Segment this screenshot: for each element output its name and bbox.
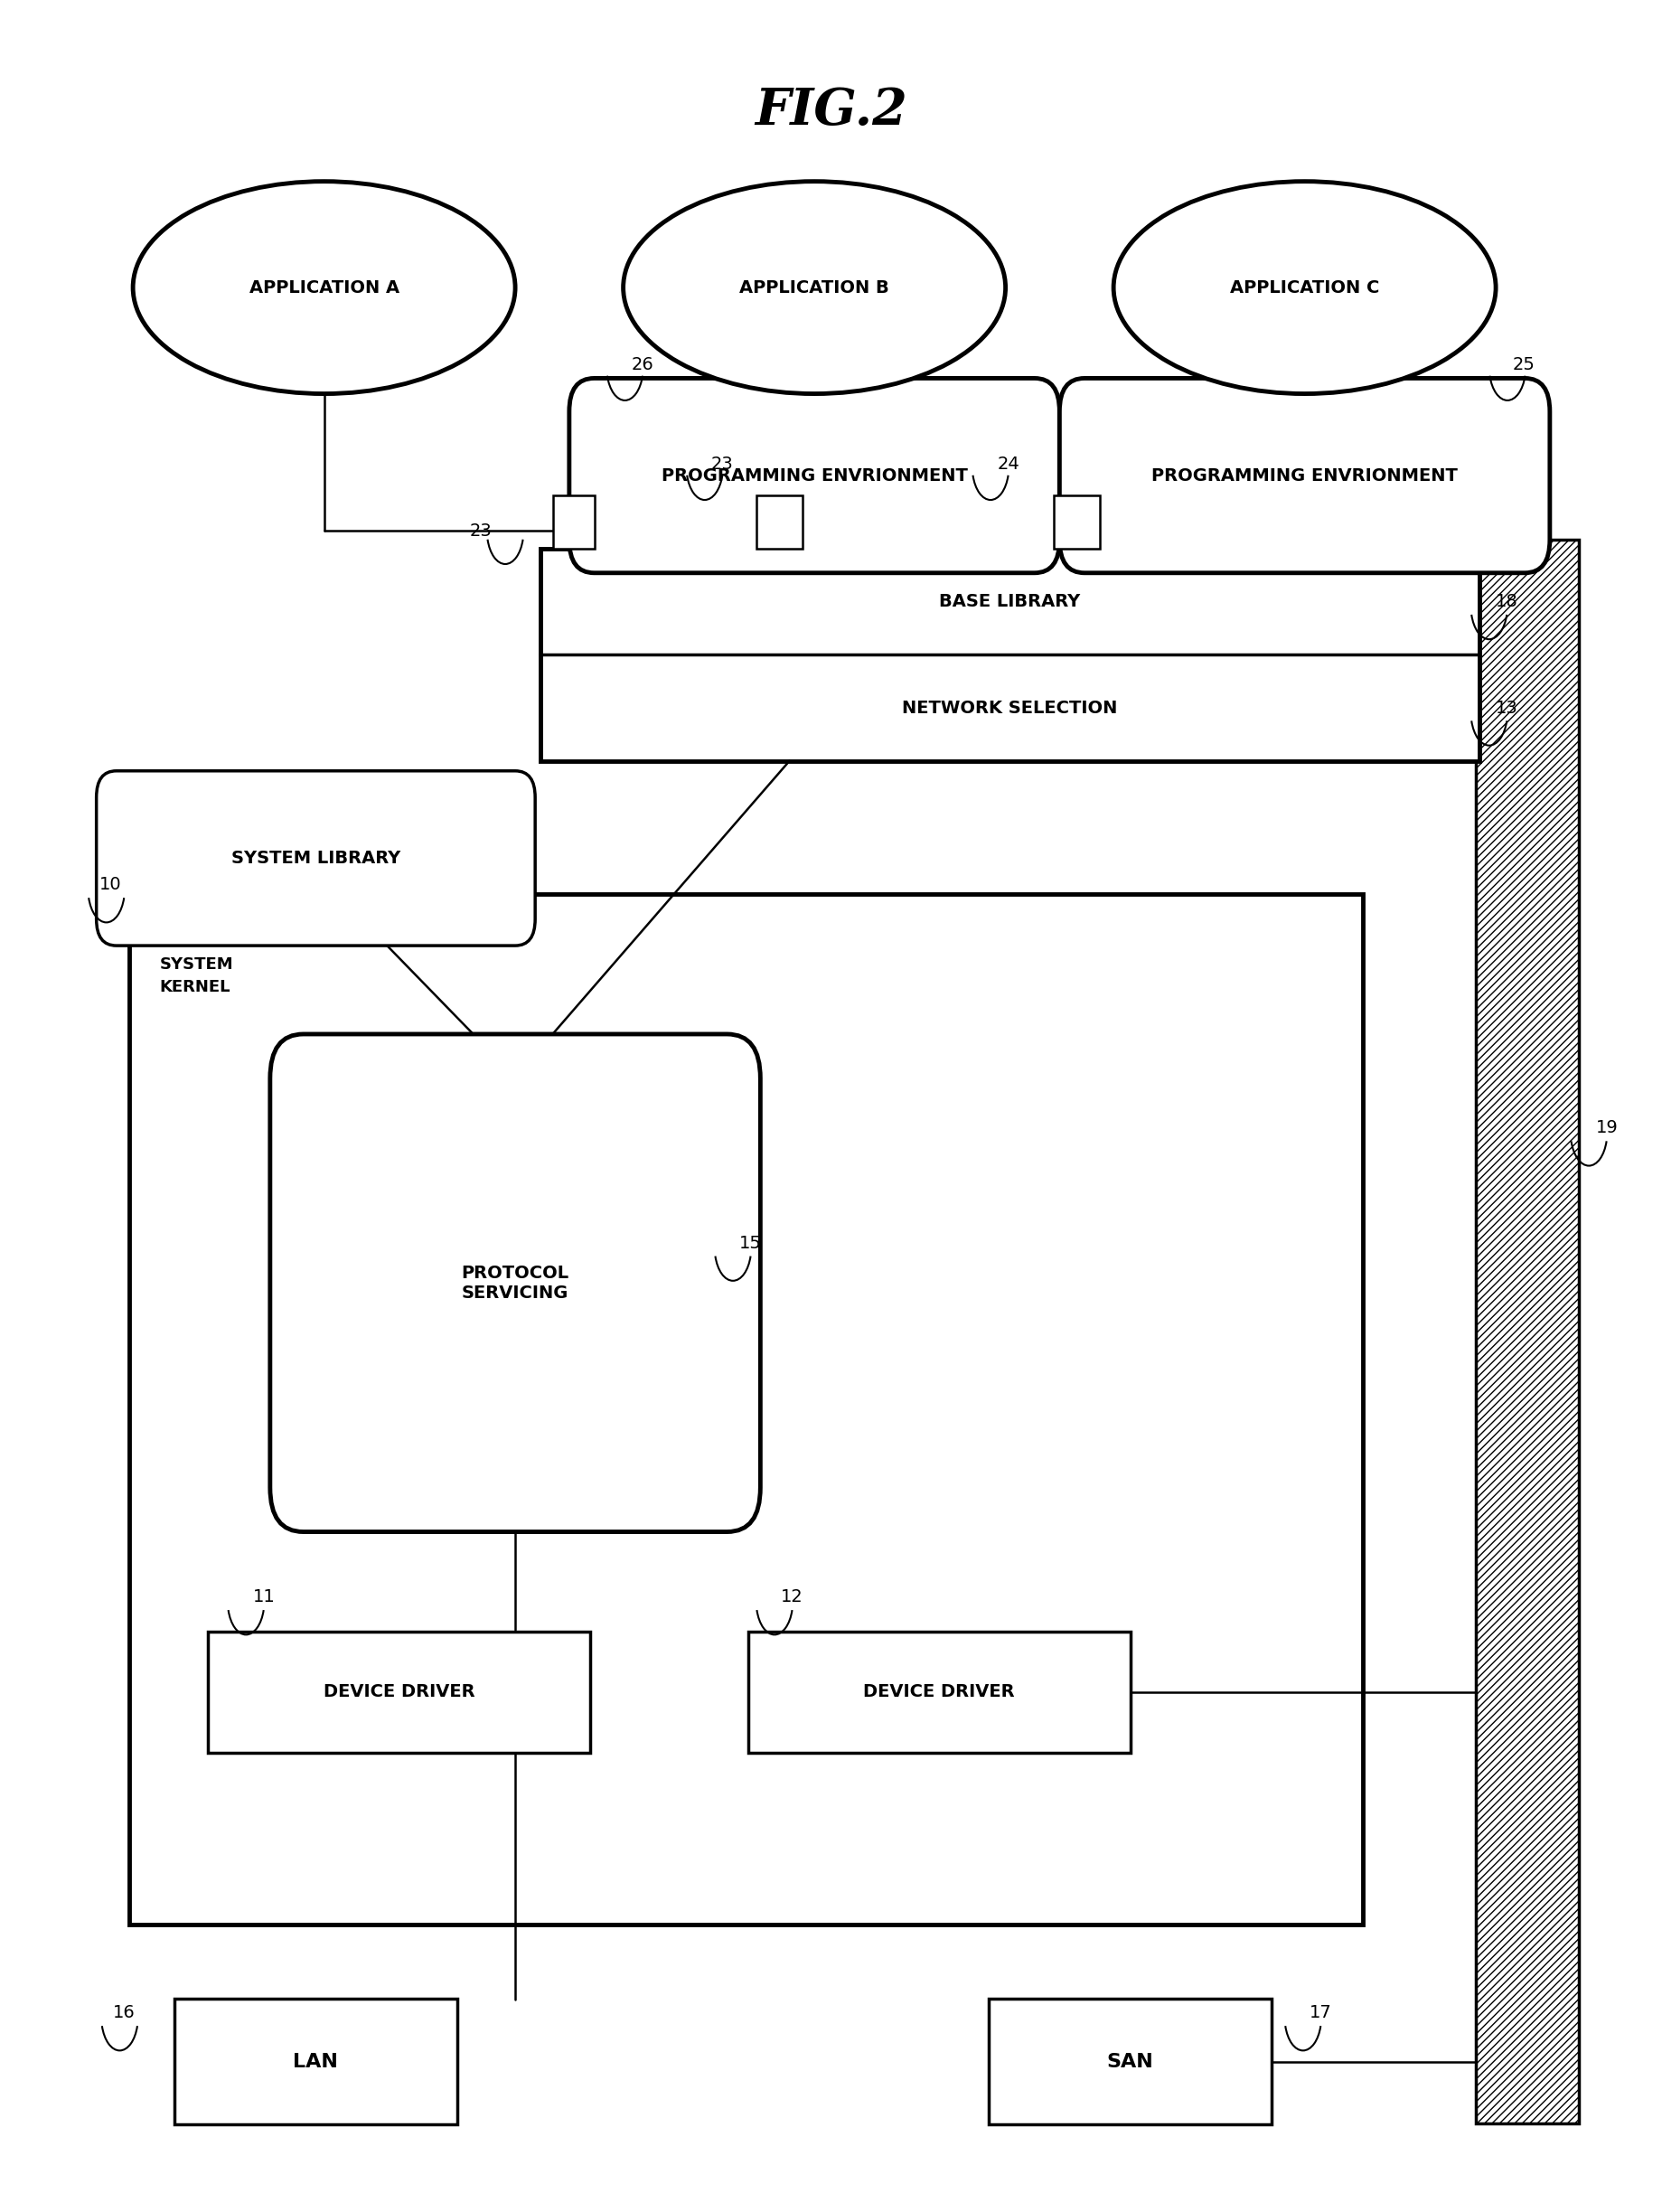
Text: 12: 12	[781, 1588, 803, 1606]
Ellipse shape	[133, 181, 515, 394]
Text: LAN: LAN	[293, 2053, 339, 2070]
Text: APPLICATION B: APPLICATION B	[740, 279, 889, 296]
Text: OPERATION
SYSTEM
KERNEL: OPERATION SYSTEM KERNEL	[160, 933, 264, 995]
Text: 17: 17	[1310, 2004, 1331, 2022]
Bar	[553, 495, 595, 549]
Bar	[756, 495, 803, 549]
Bar	[1476, 540, 1579, 2124]
Text: SYSTEM LIBRARY: SYSTEM LIBRARY	[231, 849, 401, 867]
Text: PROGRAMMING ENVRIONMENT: PROGRAMMING ENVRIONMENT	[1152, 467, 1458, 484]
Text: SAN: SAN	[1107, 2053, 1153, 2070]
Text: 26: 26	[632, 356, 653, 374]
Bar	[748, 1632, 1130, 1752]
Text: 19: 19	[1596, 1119, 1617, 1137]
Text: APPLICATION A: APPLICATION A	[249, 279, 399, 296]
Bar	[989, 2000, 1271, 2124]
Text: BASE LIBRARY: BASE LIBRARY	[939, 593, 1080, 611]
Text: PROTOCOL
SERVICING: PROTOCOL SERVICING	[462, 1265, 568, 1301]
Text: 23: 23	[470, 522, 492, 540]
Ellipse shape	[1114, 181, 1496, 394]
Bar	[1054, 495, 1100, 549]
Text: 16: 16	[113, 2004, 135, 2022]
FancyBboxPatch shape	[96, 772, 535, 947]
Text: 13: 13	[1496, 699, 1517, 717]
FancyBboxPatch shape	[568, 378, 1060, 573]
Text: 11: 11	[253, 1588, 274, 1606]
Ellipse shape	[623, 181, 1006, 394]
Text: 18: 18	[1496, 593, 1517, 611]
Bar	[208, 1632, 590, 1752]
Text: 25: 25	[1512, 356, 1536, 374]
Text: DEVICE DRIVER: DEVICE DRIVER	[322, 1683, 475, 1701]
FancyBboxPatch shape	[269, 1035, 761, 1531]
Text: 24: 24	[997, 456, 1019, 473]
Text: 15: 15	[740, 1234, 763, 1252]
Text: PROGRAMMING ENVRIONMENT: PROGRAMMING ENVRIONMENT	[661, 467, 967, 484]
Text: 23: 23	[711, 456, 733, 473]
Text: FIG.2: FIG.2	[755, 86, 907, 135]
Text: NETWORK SELECTION: NETWORK SELECTION	[902, 699, 1117, 717]
Bar	[540, 549, 1479, 761]
Bar	[175, 2000, 457, 2124]
FancyBboxPatch shape	[1060, 378, 1551, 573]
Text: 10: 10	[100, 876, 121, 894]
Text: DEVICE DRIVER: DEVICE DRIVER	[863, 1683, 1015, 1701]
Bar	[130, 894, 1363, 1924]
Text: APPLICATION C: APPLICATION C	[1230, 279, 1379, 296]
